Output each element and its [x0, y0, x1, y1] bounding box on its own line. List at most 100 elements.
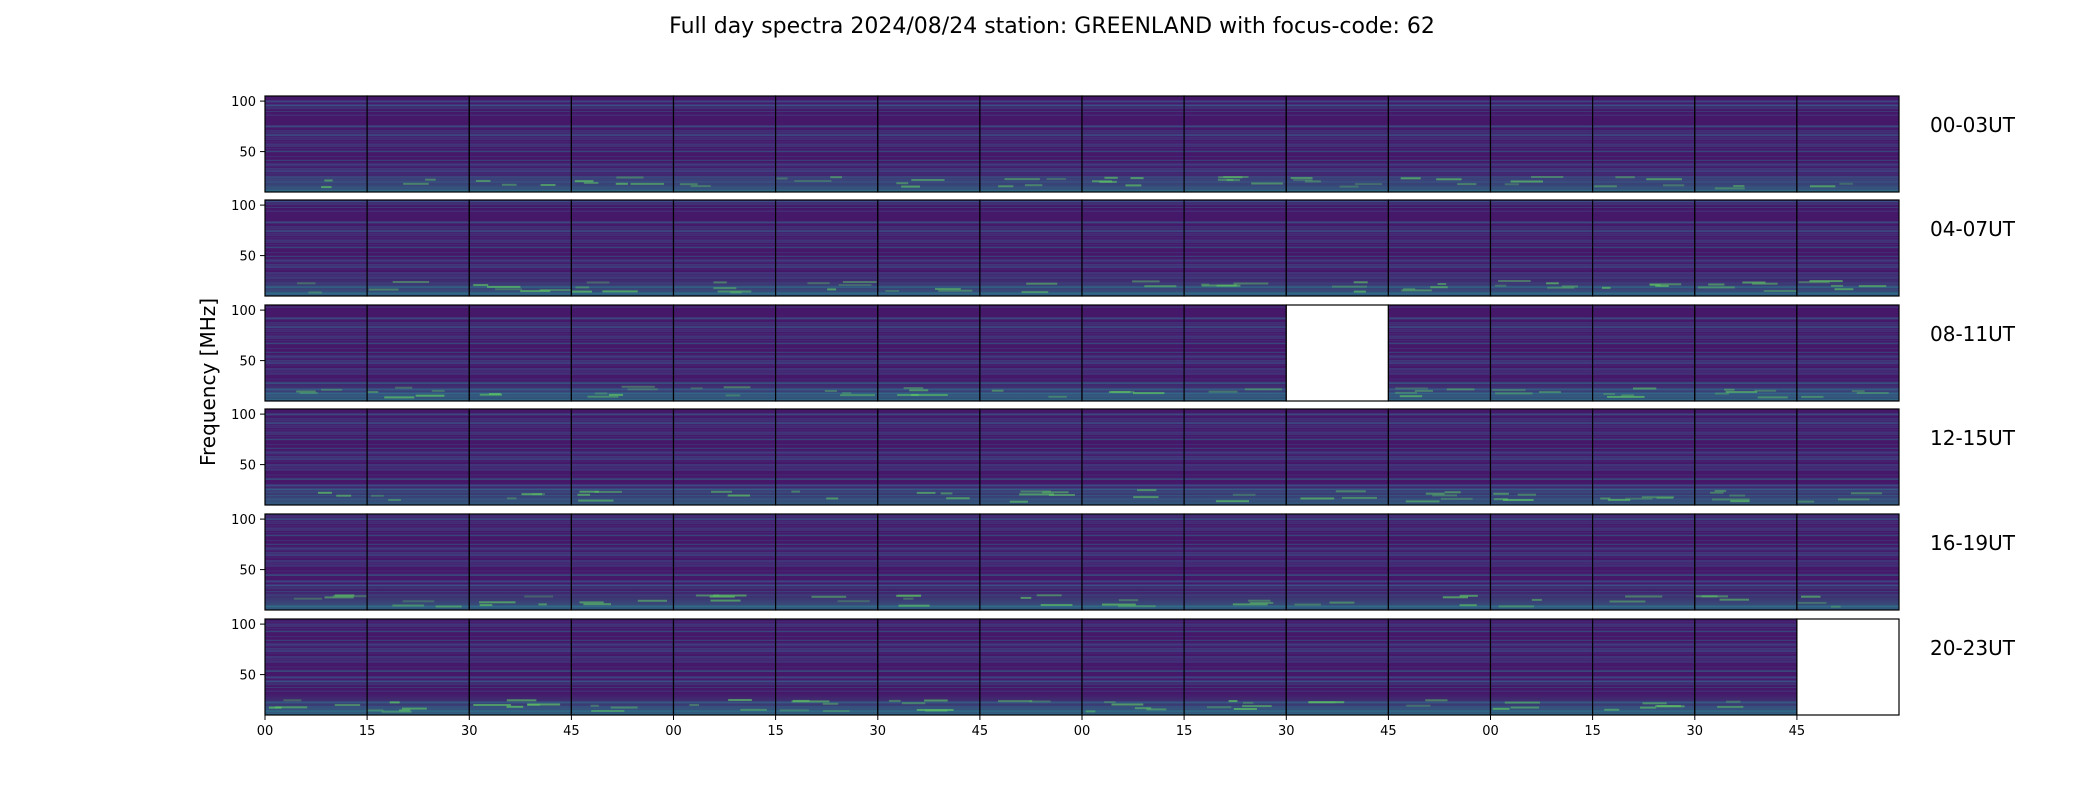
spectra-row-3: 50 100 08-11UT — [231, 304, 2016, 402]
spectrum-panel — [1489, 618, 1594, 716]
spectrum-panel — [570, 513, 675, 611]
y-tick-label: 50 — [239, 459, 256, 474]
spectrum-panel — [1591, 199, 1696, 297]
y-tick-label: 100 — [231, 513, 256, 528]
row-time-label: 20-23UT — [1930, 636, 2016, 660]
spectrum-panel — [1591, 618, 1696, 716]
spectrum-panel — [774, 513, 879, 611]
spectrum-panel — [1387, 304, 1492, 402]
spectrum-panel — [672, 618, 777, 716]
spectrum-panel — [1591, 408, 1696, 506]
spectrum-panel — [366, 408, 470, 506]
spectrum-panel — [1796, 304, 1900, 402]
spectra-row-6: 50 100 20-23UT — [231, 618, 2016, 716]
spectrum-panel — [468, 95, 572, 193]
spectrum-panel — [1387, 618, 1492, 716]
spectrum-panel — [979, 199, 1083, 297]
spectrum-panel — [877, 513, 981, 611]
spectrum-panel — [1694, 304, 1798, 402]
spectrum-panel — [366, 304, 470, 402]
spectrum-panel — [877, 304, 981, 402]
spectrum-panel — [570, 304, 675, 402]
spectrum-panel — [979, 408, 1083, 506]
spectrum-panel — [1081, 199, 1185, 297]
spectrum-panel — [979, 513, 1083, 611]
missing-panel — [1796, 618, 1900, 716]
spectrum-panel — [264, 95, 368, 193]
x-tick-label: 45 — [1789, 724, 1806, 739]
spectra-row-2: 50 100 04-07UT — [231, 199, 2016, 297]
spectrum-panel — [1489, 408, 1594, 506]
spectrum-panel — [774, 304, 879, 402]
x-tick-label: 15 — [767, 724, 784, 739]
spectrum-panel — [672, 304, 777, 402]
spectrum-panel — [1387, 95, 1492, 193]
y-tick-label: 100 — [231, 618, 256, 633]
spectrum-panel — [877, 408, 981, 506]
spectrum-panel — [468, 618, 572, 716]
spectrum-panel — [1796, 408, 1900, 506]
x-tick-label: 45 — [1380, 724, 1397, 739]
spectrum-panel — [1694, 199, 1798, 297]
spectrum-panel — [672, 199, 777, 297]
x-tick-label: 00 — [257, 724, 274, 739]
spectrum-panel — [1489, 95, 1594, 193]
spectrum-panel — [877, 199, 981, 297]
spectrum-panel — [1081, 304, 1185, 402]
row-time-label: 12-15UT — [1930, 426, 2016, 450]
spectrum-panel — [979, 95, 1083, 193]
spectrum-panel — [1081, 513, 1185, 611]
spectrum-panel — [570, 408, 675, 506]
x-tick-label: 30 — [870, 724, 887, 739]
spectrum-panel — [1285, 618, 1390, 716]
spectrum-panel — [366, 199, 470, 297]
x-tick-label: 45 — [972, 724, 989, 739]
spectrum-panel — [774, 408, 879, 506]
spectrum-panel — [1285, 199, 1390, 297]
row-time-label: 04-07UT — [1930, 217, 2016, 241]
spectrum-panel — [1489, 199, 1594, 297]
spectrum-panel — [979, 618, 1083, 716]
spectrum-panel — [264, 199, 368, 297]
spectrum-panel — [1183, 618, 1287, 716]
row-time-label: 16-19UT — [1930, 531, 2016, 555]
spectrum-panel — [1694, 618, 1798, 716]
spectrum-panel — [1694, 408, 1798, 506]
y-tick-label: 100 — [231, 304, 256, 319]
missing-panel — [1285, 304, 1390, 402]
spectrum-panel — [774, 618, 879, 716]
y-tick-label: 50 — [239, 146, 256, 161]
x-tick-label: 15 — [1584, 724, 1601, 739]
panel-grid: 50 100 00-03UT 50 100 04-07UT 50 100 08-11UT 50 10… — [231, 95, 2016, 739]
y-tick-label: 50 — [239, 355, 256, 370]
spectrum-panel — [1694, 513, 1798, 611]
spectrum-panel — [1285, 95, 1390, 193]
spectrum-panel — [672, 95, 777, 193]
spectrum-panel — [979, 304, 1083, 402]
x-tick-label: 30 — [461, 724, 478, 739]
spectrum-panel — [1591, 304, 1696, 402]
spectrum-panel — [774, 95, 879, 193]
spectrum-panel — [1387, 513, 1492, 611]
x-tick-label: 45 — [563, 724, 580, 739]
spectrum-panel — [1183, 199, 1287, 297]
spectrum-panel — [1285, 513, 1390, 611]
spectrum-panel — [1591, 513, 1696, 611]
spectrum-panel — [1285, 408, 1390, 506]
spectrum-panel — [366, 513, 470, 611]
spectrum-panel — [1183, 304, 1287, 402]
spectrum-panel — [1489, 513, 1594, 611]
spectrum-panel — [366, 618, 470, 716]
spectrum-panel — [1796, 513, 1900, 611]
spectra-row-1: 50 100 00-03UT — [231, 95, 2016, 193]
spectrum-panel — [468, 199, 572, 297]
spectrum-panel — [264, 513, 368, 611]
spectrum-panel — [264, 408, 368, 506]
x-tick-label: 15 — [1176, 724, 1193, 739]
y-tick-label: 50 — [239, 250, 256, 265]
spectrum-panel — [672, 408, 777, 506]
x-tick-label: 30 — [1278, 724, 1295, 739]
spectrum-panel — [877, 618, 981, 716]
spectrum-panel — [570, 95, 675, 193]
